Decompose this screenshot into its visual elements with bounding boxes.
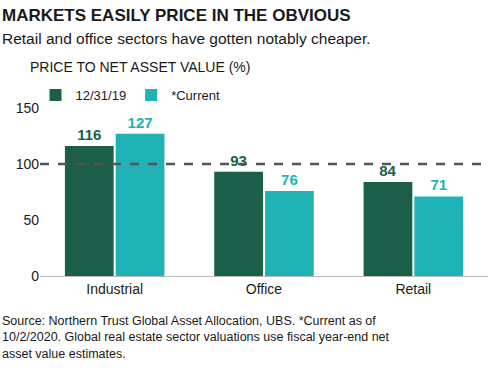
svg-text:71: 71 [430,176,447,193]
svg-text:116: 116 [77,126,101,143]
svg-text:50: 50 [23,212,39,228]
svg-text:127: 127 [128,114,153,131]
svg-text:Retail: Retail [395,281,431,297]
svg-text:84: 84 [379,162,396,179]
svg-text:Retail and office sectors have: Retail and office sectors have gotten no… [2,30,371,47]
svg-text:PRICE TO NET ASSET VALUE (%): PRICE TO NET ASSET VALUE (%) [30,59,250,75]
svg-text:MARKETS EASILY PRICE IN THE OB: MARKETS EASILY PRICE IN THE OBVIOUS [2,6,351,25]
svg-text:0: 0 [31,268,39,284]
svg-text:76: 76 [281,171,298,188]
svg-text:Source: Northern Trust Global: Source: Northern Trust Global Asset Allo… [2,314,390,361]
svg-text:150: 150 [16,100,40,116]
svg-text:12/31/19: 12/31/19 [76,88,127,103]
svg-text:93: 93 [230,152,247,169]
svg-text:100: 100 [16,156,40,172]
svg-text:*Current: *Current [171,88,220,103]
svg-text:Office: Office [246,281,283,297]
svg-text:Industrial: Industrial [86,281,143,297]
